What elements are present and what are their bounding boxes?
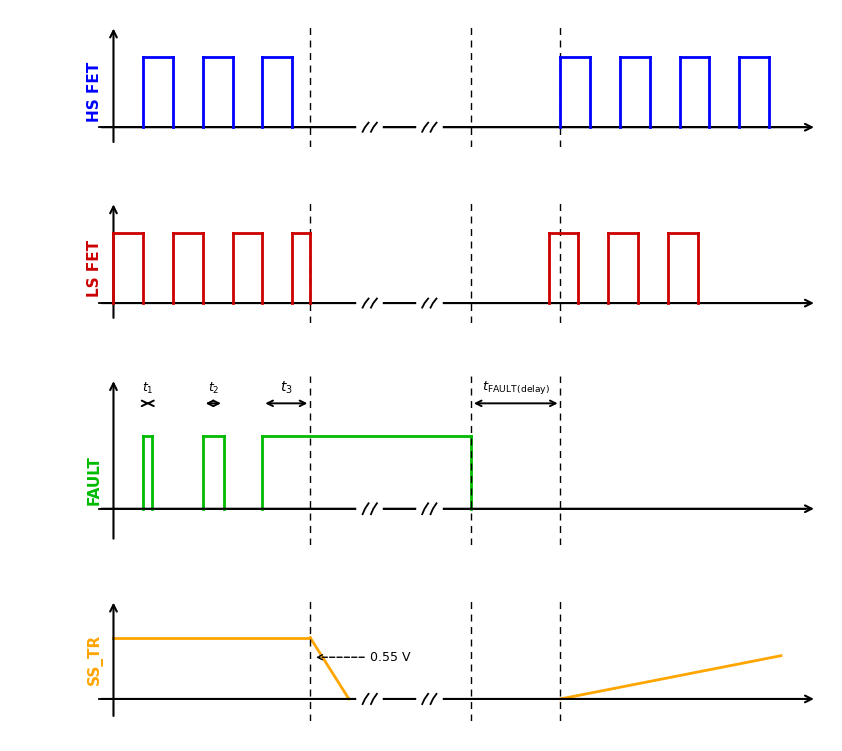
Text: LS FET: LS FET bbox=[87, 240, 102, 297]
Text: 0.55 V: 0.55 V bbox=[317, 650, 410, 664]
Text: $t_{\rm FAULT(delay)}$: $t_{\rm FAULT(delay)}$ bbox=[482, 379, 550, 396]
Text: SS_TR: SS_TR bbox=[87, 634, 103, 685]
Text: HS FET: HS FET bbox=[87, 62, 102, 122]
Text: $t_1$: $t_1$ bbox=[142, 381, 153, 396]
Text: FAULT: FAULT bbox=[87, 455, 102, 505]
Text: $t_2$: $t_2$ bbox=[207, 381, 219, 396]
Text: $t_3$: $t_3$ bbox=[280, 380, 293, 396]
